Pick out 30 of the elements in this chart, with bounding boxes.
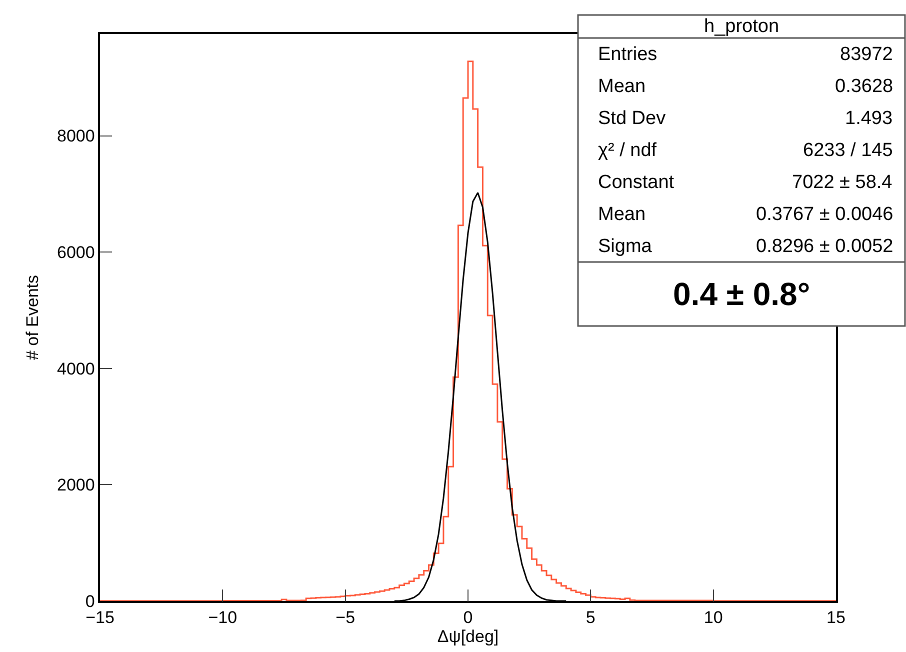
y-tick-label: 6000 xyxy=(57,243,95,262)
y-tick-label: 0 xyxy=(85,592,95,611)
annotation: Entries xyxy=(598,44,658,65)
x-tick-label: 0 xyxy=(463,608,473,628)
annotation: 0.8296 ± 0.0052 xyxy=(756,236,894,257)
annotation: Constant xyxy=(598,172,675,193)
x-tick-label: 5 xyxy=(586,608,596,628)
text: 1.493 xyxy=(845,108,893,129)
x-tick-label: −10 xyxy=(208,608,238,628)
annotation: Std Dev xyxy=(598,108,666,129)
annotation: Sigma xyxy=(598,236,652,257)
y-tick-label: 8000 xyxy=(57,126,95,146)
annotation: h_proton xyxy=(704,16,780,37)
y-tick-label: 4000 xyxy=(57,359,95,378)
x-tick-label: 15 xyxy=(826,608,846,628)
annotation: 7022 ± 58.4 xyxy=(792,172,893,193)
annotation: 6233 / 145 xyxy=(803,140,893,161)
y-axis-title: # of Events xyxy=(23,274,42,360)
annotation: χ² / ndf xyxy=(598,140,658,161)
x-tick-label: −15 xyxy=(86,608,114,628)
x-tick-label: −5 xyxy=(336,608,356,628)
x-tick-label: 10 xyxy=(704,608,723,628)
annotation: 0.4 ± 0.8° xyxy=(673,276,810,312)
annotation: Mean xyxy=(598,76,646,97)
annotation: 0.3628 xyxy=(835,76,894,97)
annotation: Mean xyxy=(598,204,646,225)
y-tick-label: 2000 xyxy=(57,476,95,495)
x-axis-title: Δψ[deg] xyxy=(437,627,499,646)
annotation: 0.3767 ± 0.0046 xyxy=(756,204,894,225)
text: 83972 xyxy=(840,44,893,65)
